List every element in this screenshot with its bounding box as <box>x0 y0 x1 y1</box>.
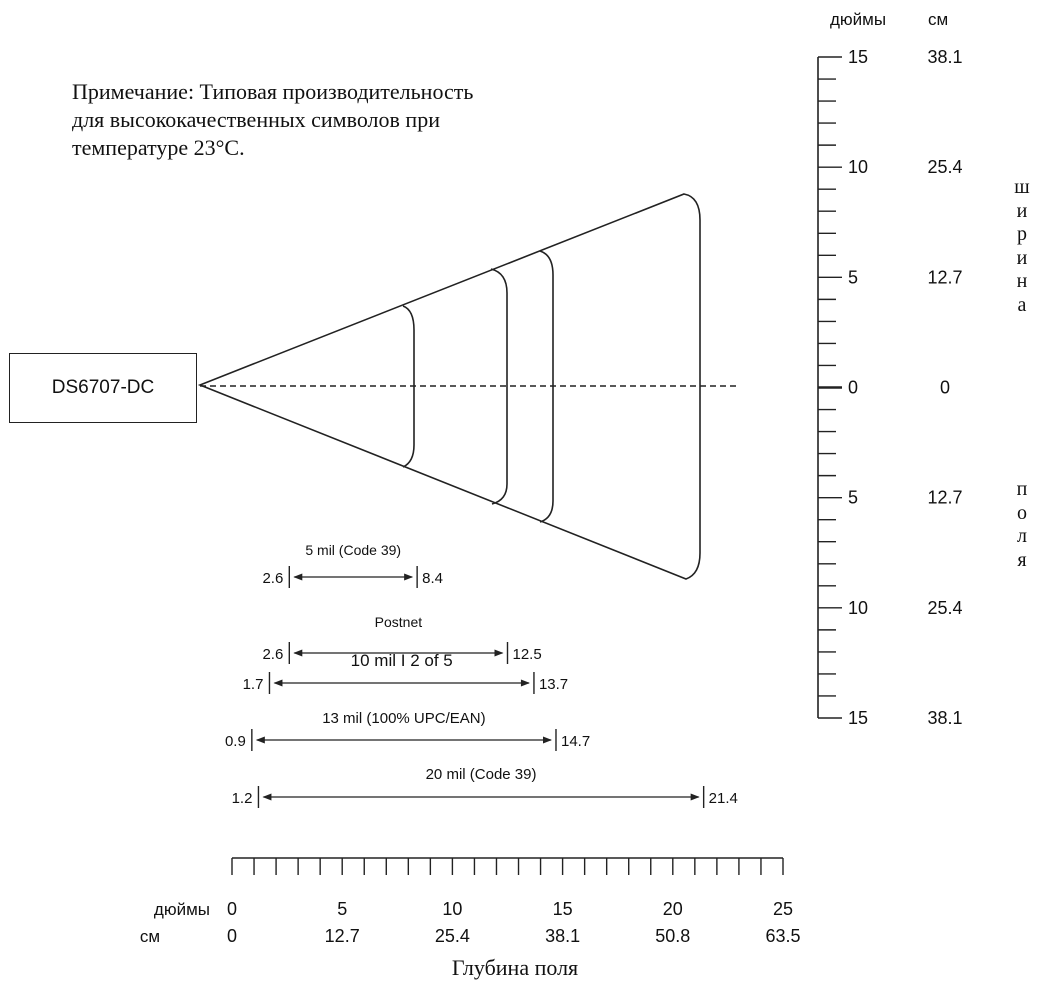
width-title-letter: р <box>1017 223 1027 245</box>
range-arc-near <box>402 305 415 468</box>
range-label: Postnet <box>375 614 423 630</box>
width-tick-cm: 38.1 <box>927 708 962 728</box>
note-line-1: Примечание: Типовая производительность <box>72 79 474 104</box>
depth-tick-cm: 63.5 <box>765 926 800 946</box>
width-tick-inches: 10 <box>848 598 868 618</box>
width-tick-inches: 15 <box>848 708 868 728</box>
range-far-value: 14.7 <box>561 733 590 750</box>
width-title-letter: о <box>1017 501 1027 524</box>
width-tick-inches: 15 <box>848 47 868 67</box>
note-text: Примечание: Типовая производительность д… <box>72 78 632 162</box>
width-unit-inches: дюймы <box>830 10 886 29</box>
width-tick-cm: 25.4 <box>927 598 962 618</box>
range-far-value: 8.4 <box>422 570 443 587</box>
depth-tick-cm: 25.4 <box>435 926 470 946</box>
width-tick-cm: 38.1 <box>927 47 962 67</box>
width-scale: дюймы см 15 38.110 25.45 12.70 05 12.710 25.41… <box>817 10 963 728</box>
width-title-letter: а <box>1017 293 1027 316</box>
range-row: 2.6 8.4 5 mil (Code 39) <box>262 542 443 588</box>
range-label: 10 mil I 2 of 5 <box>351 651 453 670</box>
range-arrowhead-right <box>690 793 700 801</box>
range-far-value: 13.7 <box>539 676 568 693</box>
range-far-value: 12.5 <box>513 646 542 663</box>
range-row: 2.6 12.5 Postnet <box>262 614 542 664</box>
depth-tick-cm: 12.7 <box>325 926 360 946</box>
depth-tick-inches: 10 <box>442 899 462 919</box>
width-scale-ticks <box>818 56 842 719</box>
range-arrowhead-left <box>262 793 272 801</box>
barcode-ranges: 2.6 8.4 5 mil (Code 39) 2.6 12.5 Postnet 1.7 13… <box>225 542 738 808</box>
width-title-letter: п <box>1016 478 1028 500</box>
depth-scale-labels: 0 0 5 12.7 10 25.4 15 38.1 20 50.8 25 63.5 <box>227 899 801 946</box>
width-tick-cm: 12.7 <box>927 488 962 508</box>
range-arrowhead-right <box>520 679 530 687</box>
range-near-value: 1.7 <box>243 676 264 693</box>
range-arc-far <box>539 250 554 523</box>
width-unit-cm: см <box>928 10 948 29</box>
width-title-letter: я <box>1017 548 1027 571</box>
depth-title: Глубина поля <box>451 955 579 980</box>
width-title-letter: и <box>1016 246 1028 269</box>
width-tick-cm: 0 <box>940 378 950 398</box>
range-near-value: 2.6 <box>262 570 283 587</box>
device-label: DS6707-DC <box>51 377 155 398</box>
width-scale-labels: 15 38.1 10 25.4 5 12.7 0 0 5 12.7 10 25.4 15 38.1 <box>848 47 963 728</box>
range-arrowhead-right <box>404 573 414 581</box>
depth-unit-cm: см <box>140 927 160 946</box>
range-row: 1.2 21.4 20 mil (Code 39) <box>232 766 738 808</box>
depth-tick-cm: 0 <box>227 926 237 946</box>
depth-tick-cm: 50.8 <box>655 926 690 946</box>
depth-unit-inches: дюймы <box>154 900 210 919</box>
width-title-letter: л <box>1017 525 1027 547</box>
range-far-value: 21.4 <box>709 790 738 807</box>
depth-tick-inches: 25 <box>773 899 793 919</box>
depth-tick-inches: 15 <box>553 899 573 919</box>
range-arrowhead-right <box>494 649 504 657</box>
scan-field-cone <box>197 193 740 580</box>
width-tick-cm: 12.7 <box>927 267 962 287</box>
range-arrowhead-left <box>255 736 265 744</box>
range-arrowhead-left <box>293 573 303 581</box>
note-line-2: для высококачественных символов при <box>72 107 440 132</box>
range-arrowhead-left <box>293 649 303 657</box>
depth-tick-cm: 38.1 <box>545 926 580 946</box>
range-label: 20 mil (Code 39) <box>426 766 537 783</box>
depth-scale-ticks <box>231 858 784 875</box>
width-tick-inches: 5 <box>848 267 858 287</box>
width-tick-cm: 25.4 <box>927 157 962 177</box>
range-arc-mid <box>490 268 508 505</box>
range-near-value: 0.9 <box>225 733 246 750</box>
range-arrowhead-left <box>273 679 283 687</box>
width-tick-inches: 10 <box>848 157 868 177</box>
range-label: 5 mil (Code 39) <box>305 542 401 558</box>
width-title-letter: и <box>1016 199 1028 222</box>
depth-tick-inches: 20 <box>663 899 683 919</box>
range-label: 13 mil (100% UPC/EAN) <box>322 710 485 727</box>
depth-scale: 0 0 5 12.7 10 25.4 15 38.1 20 50.8 25 63.5 дюймы см <box>140 857 801 946</box>
width-title-letter: ш <box>1014 176 1030 198</box>
range-row: 1.7 13.7 10 mil I 2 of 5 <box>243 651 568 694</box>
range-near-value: 1.2 <box>232 790 253 807</box>
depth-tick-inches: 5 <box>337 899 347 919</box>
width-title-letter: н <box>1016 270 1028 292</box>
depth-tick-inches: 0 <box>227 899 237 919</box>
range-arrowhead-right <box>542 736 552 744</box>
device-box: DS6707-DC <box>9 353 197 423</box>
range-near-value: 2.6 <box>262 646 283 663</box>
range-row: 0.9 14.7 13 mil (100% UPC/EAN) <box>225 710 590 751</box>
note-line-3: температуре 23°C. <box>72 135 245 160</box>
width-tick-inches: 0 <box>848 378 858 398</box>
width-tick-inches: 5 <box>848 488 858 508</box>
